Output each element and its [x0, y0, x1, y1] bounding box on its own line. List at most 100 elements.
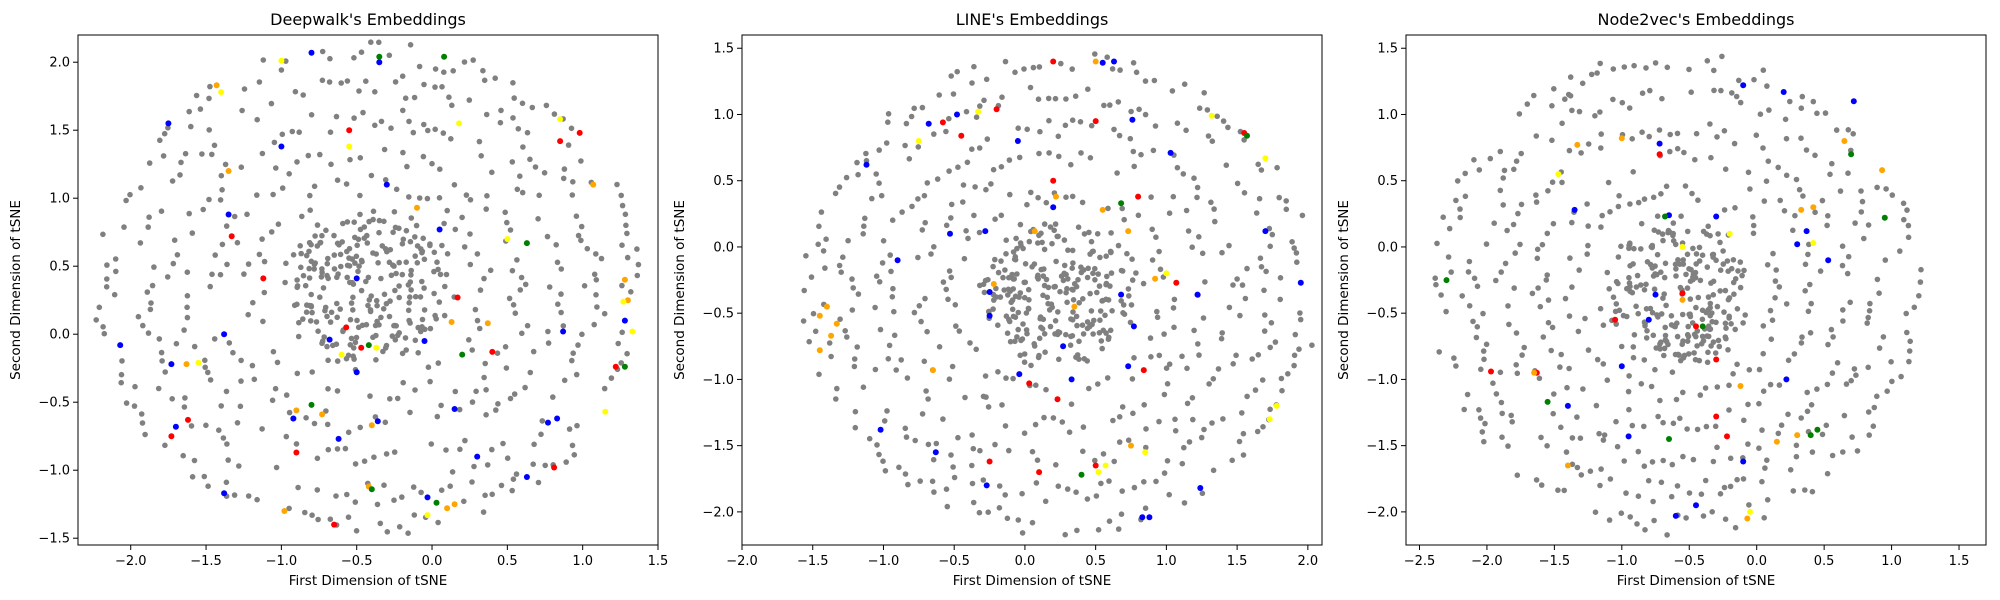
background-point — [434, 413, 441, 420]
y-tick-label: −1.5 — [1366, 439, 1398, 454]
background-point — [1226, 304, 1233, 311]
background-point — [594, 304, 600, 310]
background-point — [885, 119, 891, 125]
background-point — [1535, 285, 1541, 291]
background-point — [435, 266, 441, 273]
background-point — [1513, 330, 1520, 336]
background-point — [1563, 449, 1570, 455]
background-point — [452, 388, 459, 395]
background-point — [463, 192, 470, 198]
x-axis-label: First Dimension of tSNE — [289, 573, 448, 589]
background-point — [1798, 340, 1805, 346]
background-point — [1693, 251, 1700, 257]
background-point — [162, 369, 168, 375]
background-point — [1500, 175, 1506, 181]
background-point — [294, 283, 301, 289]
background-point — [976, 145, 983, 151]
background-point — [862, 215, 868, 222]
background-point — [1069, 247, 1076, 254]
background-point — [1036, 232, 1042, 239]
background-point — [1667, 148, 1673, 155]
background-point — [838, 269, 844, 276]
y-tick-label: 1.5 — [1377, 42, 1398, 57]
background-point — [963, 108, 970, 115]
y-axis-label: Second Dimension of tSNE — [8, 200, 24, 380]
background-point — [283, 260, 289, 267]
background-point — [1025, 306, 1032, 312]
background-point — [1575, 328, 1582, 335]
background-point — [1129, 277, 1136, 283]
background-point — [570, 350, 576, 357]
colored-point — [293, 449, 300, 456]
background-point — [270, 348, 277, 355]
background-point — [1610, 294, 1617, 301]
background-point — [1052, 318, 1059, 324]
background-point — [1717, 288, 1723, 294]
colored-point — [1167, 149, 1174, 156]
colored-point — [1724, 433, 1730, 440]
background-point — [331, 252, 338, 258]
background-point — [441, 312, 448, 319]
background-point — [954, 68, 960, 75]
background-point — [634, 272, 641, 279]
background-point — [180, 452, 186, 459]
background-point — [1649, 309, 1656, 316]
background-point — [294, 159, 300, 165]
background-point — [1840, 449, 1846, 455]
background-point — [1907, 338, 1913, 345]
background-point — [1443, 308, 1449, 315]
background-point — [851, 356, 858, 362]
background-point — [297, 243, 304, 249]
background-point — [191, 343, 198, 350]
background-point — [568, 125, 575, 132]
colored-point — [1679, 296, 1686, 303]
background-point — [1464, 391, 1471, 398]
background-point — [1011, 276, 1017, 282]
colored-point — [168, 361, 175, 368]
x-tick-label: 2.0 — [1298, 554, 1319, 569]
background-point — [1225, 124, 1231, 131]
background-point — [356, 88, 362, 94]
background-point — [1135, 212, 1142, 219]
background-point — [1259, 377, 1266, 383]
background-point — [1904, 207, 1910, 213]
background-point — [498, 107, 504, 114]
background-point — [1143, 426, 1149, 432]
background-point — [1729, 90, 1735, 96]
background-point — [1021, 294, 1028, 301]
background-point — [1634, 272, 1641, 279]
y-tick-label: 0.0 — [49, 328, 70, 343]
colored-point — [1016, 371, 1023, 378]
background-point — [1069, 66, 1075, 72]
background-point — [1470, 318, 1476, 325]
background-point — [1073, 489, 1079, 496]
background-point — [1267, 406, 1273, 413]
background-point — [1764, 262, 1771, 268]
background-point — [305, 152, 312, 159]
background-point — [300, 272, 307, 279]
background-point — [1852, 220, 1858, 226]
background-point — [1104, 273, 1110, 280]
background-point — [250, 299, 256, 306]
background-point — [1734, 361, 1740, 368]
background-point — [218, 172, 225, 179]
background-point — [345, 429, 352, 436]
background-point — [836, 262, 843, 269]
background-point — [1549, 103, 1555, 109]
background-point — [1824, 381, 1831, 388]
y-tick-label: −1.0 — [702, 373, 734, 388]
background-point — [127, 191, 133, 198]
background-point — [334, 314, 341, 321]
background-point — [1737, 99, 1744, 106]
x-tick-label: −2.0 — [1471, 554, 1503, 569]
background-point — [1629, 422, 1636, 429]
background-point — [1793, 453, 1800, 460]
background-point — [569, 442, 576, 449]
background-point — [574, 422, 580, 429]
y-axis-label: Second Dimension of tSNE — [672, 200, 688, 380]
background-point — [323, 227, 329, 234]
background-point — [481, 275, 487, 282]
background-point — [529, 104, 536, 111]
background-point — [818, 209, 825, 215]
colored-point — [368, 422, 375, 429]
